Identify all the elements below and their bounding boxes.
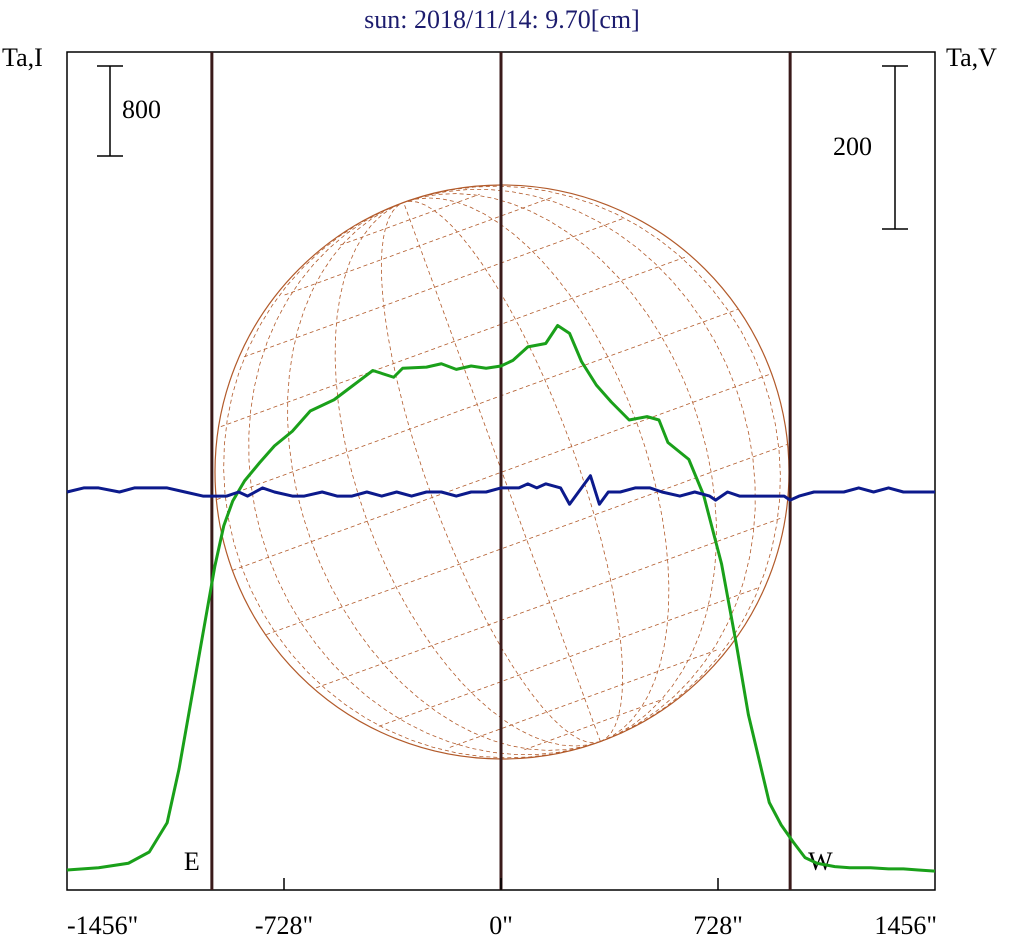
series-group (66, 324, 936, 873)
disk-latitude-line (524, 698, 665, 751)
disk-longitude-line (380, 202, 601, 744)
x-axis-ticks: -1456" -728" 0" 728" 1456" (67, 878, 937, 940)
right-scale-bar: 200 (833, 65, 908, 230)
disk-latitude-line (266, 444, 788, 636)
disk-latitude-line (220, 255, 688, 427)
right-axis-label: Ta,V (946, 43, 997, 72)
disk-longitude-line (287, 202, 601, 751)
left-axis-label: Ta,I (2, 43, 43, 72)
disk-longitude-line (403, 197, 670, 742)
disk-longitude-line (248, 202, 601, 755)
series-circular-line (66, 474, 935, 506)
left-scale-bar-label: 800 (122, 95, 161, 124)
right-scale-bar-label: 200 (833, 132, 872, 161)
disk-latitude-line (339, 193, 480, 246)
x-tick-label: 728" (693, 911, 743, 940)
x-tick-label: -1456" (67, 911, 138, 940)
limb-label-e: E (184, 847, 200, 876)
chart-title: sun: 2018/11/14: 9.70[cm] (364, 5, 640, 34)
disk-latitude-line (216, 308, 738, 500)
disk-longitude-line (334, 202, 601, 747)
disk-longitude-line (223, 202, 601, 759)
disk-longitude-line (403, 185, 781, 742)
series-intensity-line (66, 324, 936, 873)
left-scale-bar: 800 (97, 65, 161, 157)
disk-latitude-line (449, 648, 720, 748)
disk-longitude-line (403, 193, 717, 742)
disk-longitude-line (403, 189, 756, 742)
disk-latitude-line (378, 586, 761, 727)
disk-latitude-line (243, 217, 626, 358)
x-tick-label: -728" (255, 911, 313, 940)
x-tick-label: 0" (489, 911, 513, 940)
disk-longitude-line (403, 200, 624, 742)
x-tick-label: 1456" (874, 911, 937, 940)
